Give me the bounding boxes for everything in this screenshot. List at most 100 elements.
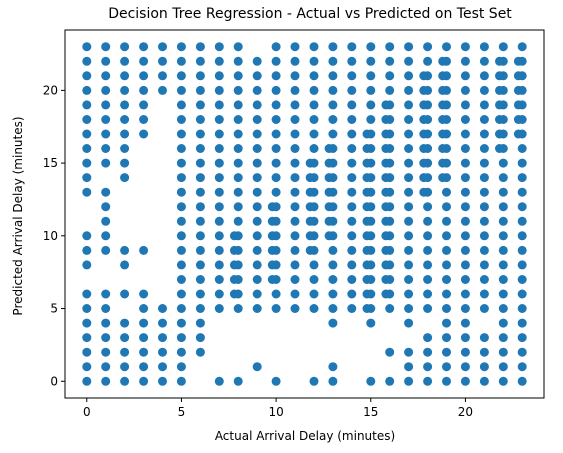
- data-point: [195, 56, 205, 66]
- data-point: [404, 304, 414, 313]
- data-point: [233, 173, 243, 183]
- data-point: [404, 85, 414, 95]
- data-point: [460, 42, 470, 52]
- data-point: [404, 173, 414, 183]
- data-point: [404, 347, 414, 357]
- data-point: [120, 85, 130, 95]
- data-point: [233, 216, 243, 226]
- data-point: [385, 85, 395, 95]
- scatter-points: [82, 42, 527, 386]
- data-point: [195, 231, 205, 241]
- data-point: [139, 376, 149, 386]
- data-point: [404, 56, 414, 66]
- data-point: [158, 362, 167, 372]
- data-point: [252, 275, 262, 284]
- data-point: [498, 362, 508, 372]
- y-tick-label: 10: [43, 229, 58, 243]
- data-point: [479, 144, 489, 153]
- data-point: [442, 333, 451, 343]
- data-point: [214, 85, 224, 95]
- data-point: [252, 245, 262, 255]
- data-point: [460, 202, 470, 212]
- data-point: [404, 289, 414, 299]
- data-point: [479, 56, 489, 66]
- data-point: [460, 158, 470, 168]
- data-point: [214, 202, 224, 212]
- data-point: [438, 100, 448, 110]
- data-point: [252, 187, 262, 197]
- data-point: [176, 85, 186, 95]
- data-point: [362, 231, 372, 241]
- data-point: [347, 260, 357, 270]
- data-point: [460, 71, 470, 81]
- data-point: [271, 42, 281, 52]
- data-point: [328, 71, 338, 81]
- data-point: [305, 158, 315, 168]
- data-point: [176, 115, 186, 124]
- data-point: [347, 85, 357, 95]
- data-point: [233, 129, 243, 139]
- y-tick-label: 15: [43, 156, 58, 170]
- data-point: [176, 245, 186, 255]
- data-point: [139, 333, 149, 343]
- data-point: [120, 144, 130, 153]
- data-point: [328, 42, 338, 52]
- data-point: [290, 56, 300, 66]
- data-point: [214, 304, 224, 313]
- data-point: [139, 347, 149, 357]
- data-point: [214, 144, 224, 153]
- data-point: [442, 304, 451, 313]
- data-point: [195, 187, 205, 197]
- data-point: [479, 304, 489, 313]
- data-point: [404, 376, 414, 386]
- data-point: [101, 158, 111, 168]
- data-point: [233, 187, 243, 197]
- data-point: [233, 115, 243, 124]
- data-point: [347, 144, 357, 153]
- data-point: [347, 275, 357, 284]
- data-point: [290, 42, 300, 52]
- data-point: [366, 85, 376, 95]
- data-point: [214, 115, 224, 124]
- data-point: [347, 231, 357, 241]
- data-point: [479, 275, 489, 284]
- data-point: [498, 304, 508, 313]
- data-point: [404, 187, 414, 197]
- data-point: [438, 129, 448, 139]
- data-point: [347, 42, 357, 52]
- data-point: [214, 71, 224, 81]
- data-point: [362, 304, 372, 313]
- data-point: [362, 173, 372, 183]
- data-point: [176, 333, 186, 343]
- data-point: [214, 187, 224, 197]
- data-point: [438, 144, 448, 153]
- data-point: [195, 173, 205, 183]
- data-point: [419, 115, 429, 124]
- data-point: [442, 202, 451, 212]
- data-point: [101, 333, 111, 343]
- data-point: [82, 144, 92, 153]
- data-point: [101, 202, 111, 212]
- data-point: [381, 231, 391, 241]
- data-point: [290, 187, 300, 197]
- data-point: [82, 56, 92, 66]
- data-point: [385, 42, 395, 52]
- data-point: [176, 216, 186, 226]
- data-point: [214, 289, 224, 299]
- data-point: [404, 245, 414, 255]
- data-point: [517, 260, 527, 270]
- data-point: [404, 202, 414, 212]
- data-point: [460, 333, 470, 343]
- data-point: [290, 275, 300, 284]
- data-point: [381, 129, 391, 139]
- data-point: [101, 129, 111, 139]
- data-point: [229, 260, 239, 270]
- x-tick-label: 15: [363, 405, 378, 419]
- data-point: [517, 347, 527, 357]
- data-point: [101, 85, 111, 95]
- data-point: [233, 144, 243, 153]
- data-point: [176, 376, 186, 386]
- data-point: [176, 187, 186, 197]
- data-point: [385, 304, 395, 313]
- data-point: [347, 173, 357, 183]
